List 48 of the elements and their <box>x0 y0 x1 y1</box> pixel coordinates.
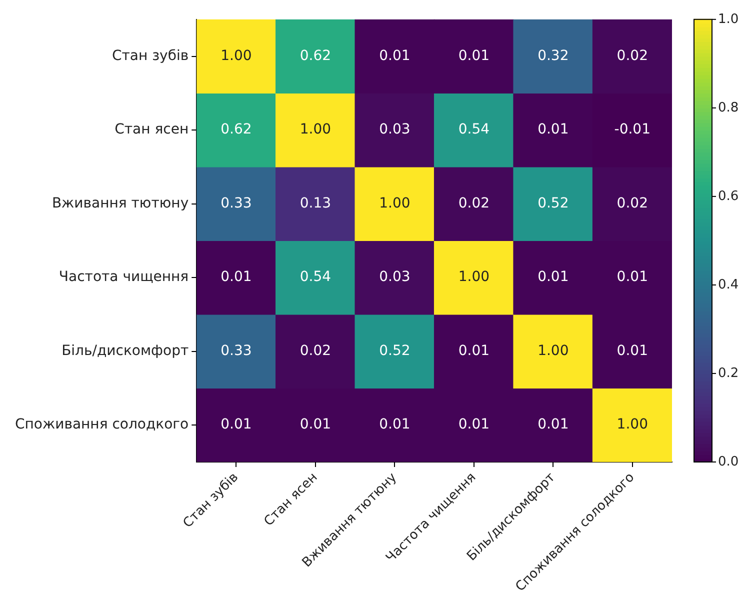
data-label: 0.52 <box>379 342 410 359</box>
data-label: 0.01 <box>379 48 410 64</box>
data-label: 0.01 <box>616 342 648 359</box>
y-tick-label: Біль/дискомфорт <box>62 342 189 359</box>
data-label: -0.01 <box>614 122 650 138</box>
data-label: 0.01 <box>220 269 252 286</box>
data-label: 1.00 <box>300 122 332 138</box>
data-label: 0.02 <box>616 48 648 64</box>
data-label: 1.00 <box>220 48 252 64</box>
data-label: 0.02 <box>616 195 648 212</box>
data-label: 1.00 <box>616 416 648 433</box>
data-label: 1.00 <box>458 269 490 286</box>
y-tick-label: Частота чищення <box>58 269 189 286</box>
data-label: 0.03 <box>379 122 410 138</box>
data-label: 0.62 <box>300 48 332 64</box>
data-label: 0.01 <box>538 416 569 433</box>
color-bar-label: 0.0 <box>718 454 739 470</box>
data-label: 0.33 <box>220 342 252 359</box>
data-label: 0.01 <box>616 269 648 286</box>
data-label: 0.52 <box>538 195 569 212</box>
data-label: 0.01 <box>458 416 490 433</box>
y-tick-label: Стан ясен <box>114 122 189 138</box>
data-label: 0.01 <box>538 269 569 286</box>
data-label: 0.02 <box>458 195 490 212</box>
data-label: 0.01 <box>538 122 569 138</box>
data-label: 0.62 <box>220 122 252 138</box>
data-label: 0.03 <box>379 269 410 286</box>
data-label: 0.01 <box>458 342 490 359</box>
data-label: 0.01 <box>458 48 490 64</box>
color-bar-label: 0.8 <box>718 100 739 116</box>
data-label: 0.13 <box>300 195 332 212</box>
y-tick-label: Споживання солодкого <box>14 416 189 433</box>
data-label: 1.00 <box>538 342 569 359</box>
data-label: 0.54 <box>300 269 332 286</box>
color-bar-label: 0.4 <box>718 277 739 292</box>
data-label: 0.01 <box>379 416 410 433</box>
data-label: 0.02 <box>300 342 332 359</box>
data-label: 0.32 <box>538 48 569 64</box>
data-label: 0.33 <box>220 195 252 212</box>
data-label: 1.00 <box>379 195 410 212</box>
color-bar-label: 0.6 <box>718 188 739 204</box>
data-label: 0.01 <box>300 416 332 433</box>
data-label: 0.01 <box>220 416 252 433</box>
data-label: 0.54 <box>458 122 490 138</box>
color-bar-label: 1.0 <box>718 12 739 27</box>
y-tick-label: Вживання тютюну <box>52 195 189 212</box>
y-tick-label: Стан зубів <box>112 48 189 64</box>
color-bar-label: 0.2 <box>718 366 739 381</box>
